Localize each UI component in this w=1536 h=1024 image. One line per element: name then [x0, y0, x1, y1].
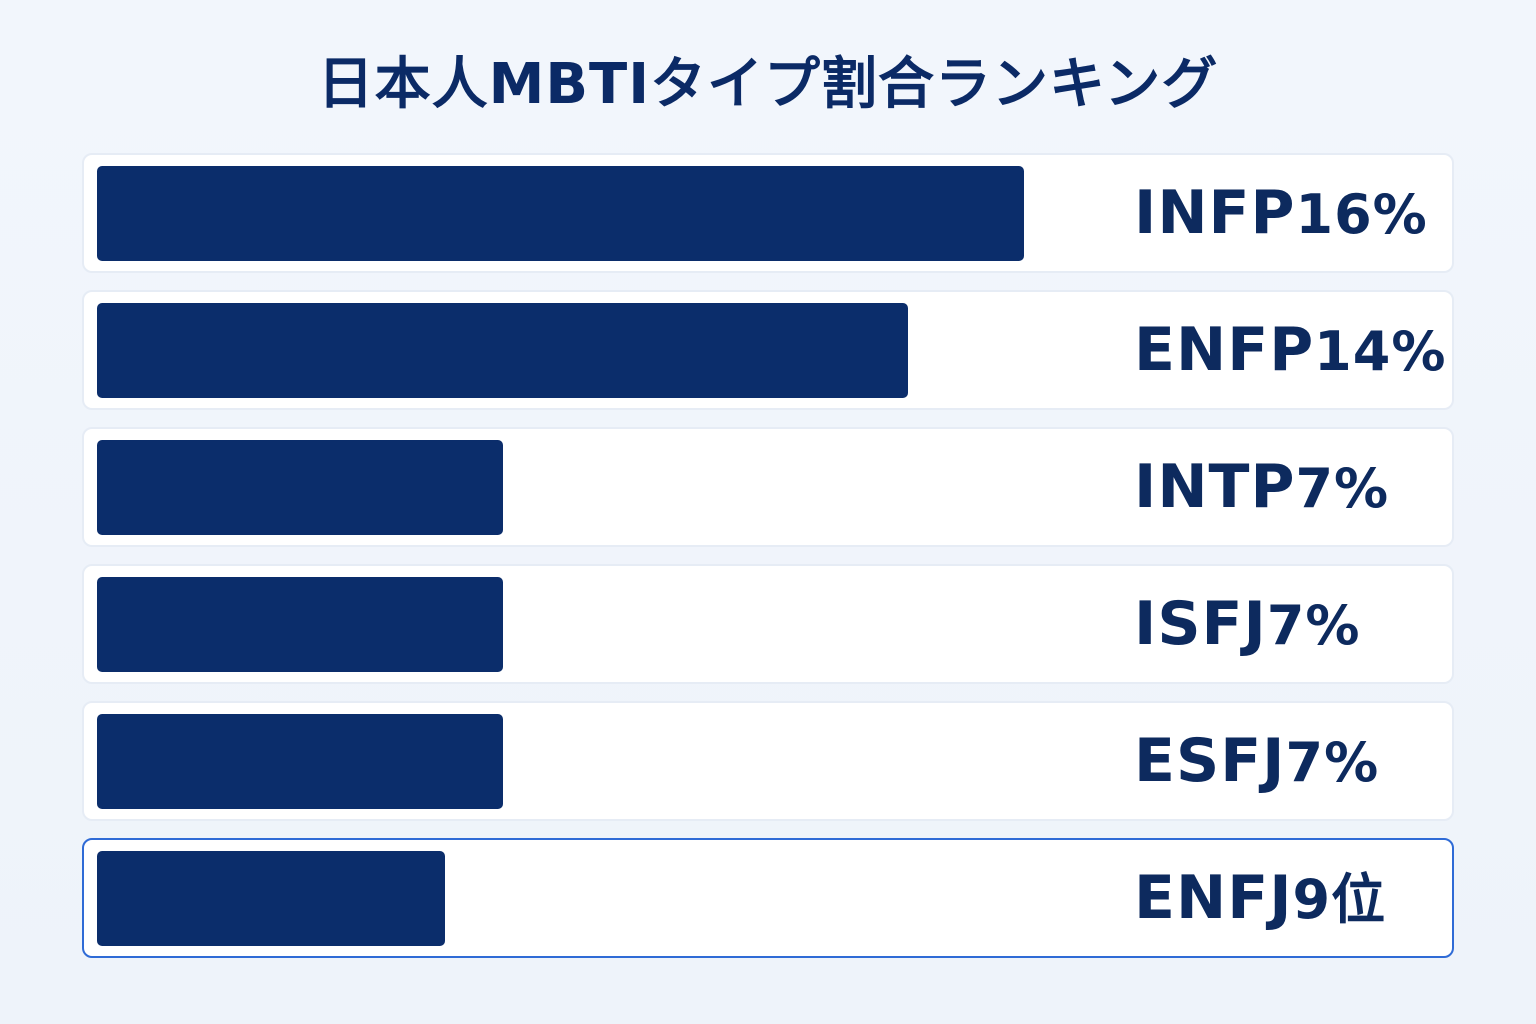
value-label: 7%	[1266, 594, 1361, 657]
category-label: ENFJ	[1134, 863, 1293, 933]
chart-row-intp: INTP7%	[82, 427, 1454, 547]
bar-enfj	[97, 851, 445, 946]
value-label: 7%	[1285, 731, 1380, 794]
bar-label-enfj: ENFJ9位	[1134, 840, 1386, 956]
chart-row-esfj: ESFJ7%	[82, 701, 1454, 821]
bar-enfp	[97, 303, 908, 398]
bar-isfj	[97, 577, 503, 672]
bar-label-infp: INFP16%	[1134, 155, 1428, 271]
value-label: 16%	[1295, 183, 1428, 246]
category-label: INFP	[1134, 178, 1296, 248]
bar-chart: INFP16% ENFP14% INTP7% ISFJ7% ESFJ7% ENFJ9位	[82, 153, 1454, 958]
bar-esfj	[97, 714, 503, 809]
chart-row-isfj: ISFJ7%	[82, 564, 1454, 684]
bar-label-isfj: ISFJ7%	[1134, 566, 1361, 682]
value-label: 9位	[1292, 868, 1387, 931]
bar-intp	[97, 440, 503, 535]
value-label: 14%	[1314, 320, 1447, 383]
bar-label-enfp: ENFP14%	[1134, 292, 1446, 408]
category-label: INTP	[1134, 452, 1296, 522]
bar-infp	[97, 166, 1024, 261]
bar-label-intp: INTP7%	[1134, 429, 1389, 545]
chart-row-infp: INFP16%	[82, 153, 1454, 273]
value-label: 7%	[1295, 457, 1390, 520]
category-label: ISFJ	[1134, 589, 1267, 659]
category-label: ESFJ	[1134, 726, 1286, 796]
chart-title: 日本人MBTIタイプ割合ランキング	[317, 52, 1219, 117]
chart-row-enfj: ENFJ9位	[82, 838, 1454, 958]
bar-label-esfj: ESFJ7%	[1134, 703, 1379, 819]
chart-row-enfp: ENFP14%	[82, 290, 1454, 410]
category-label: ENFP	[1134, 315, 1315, 385]
